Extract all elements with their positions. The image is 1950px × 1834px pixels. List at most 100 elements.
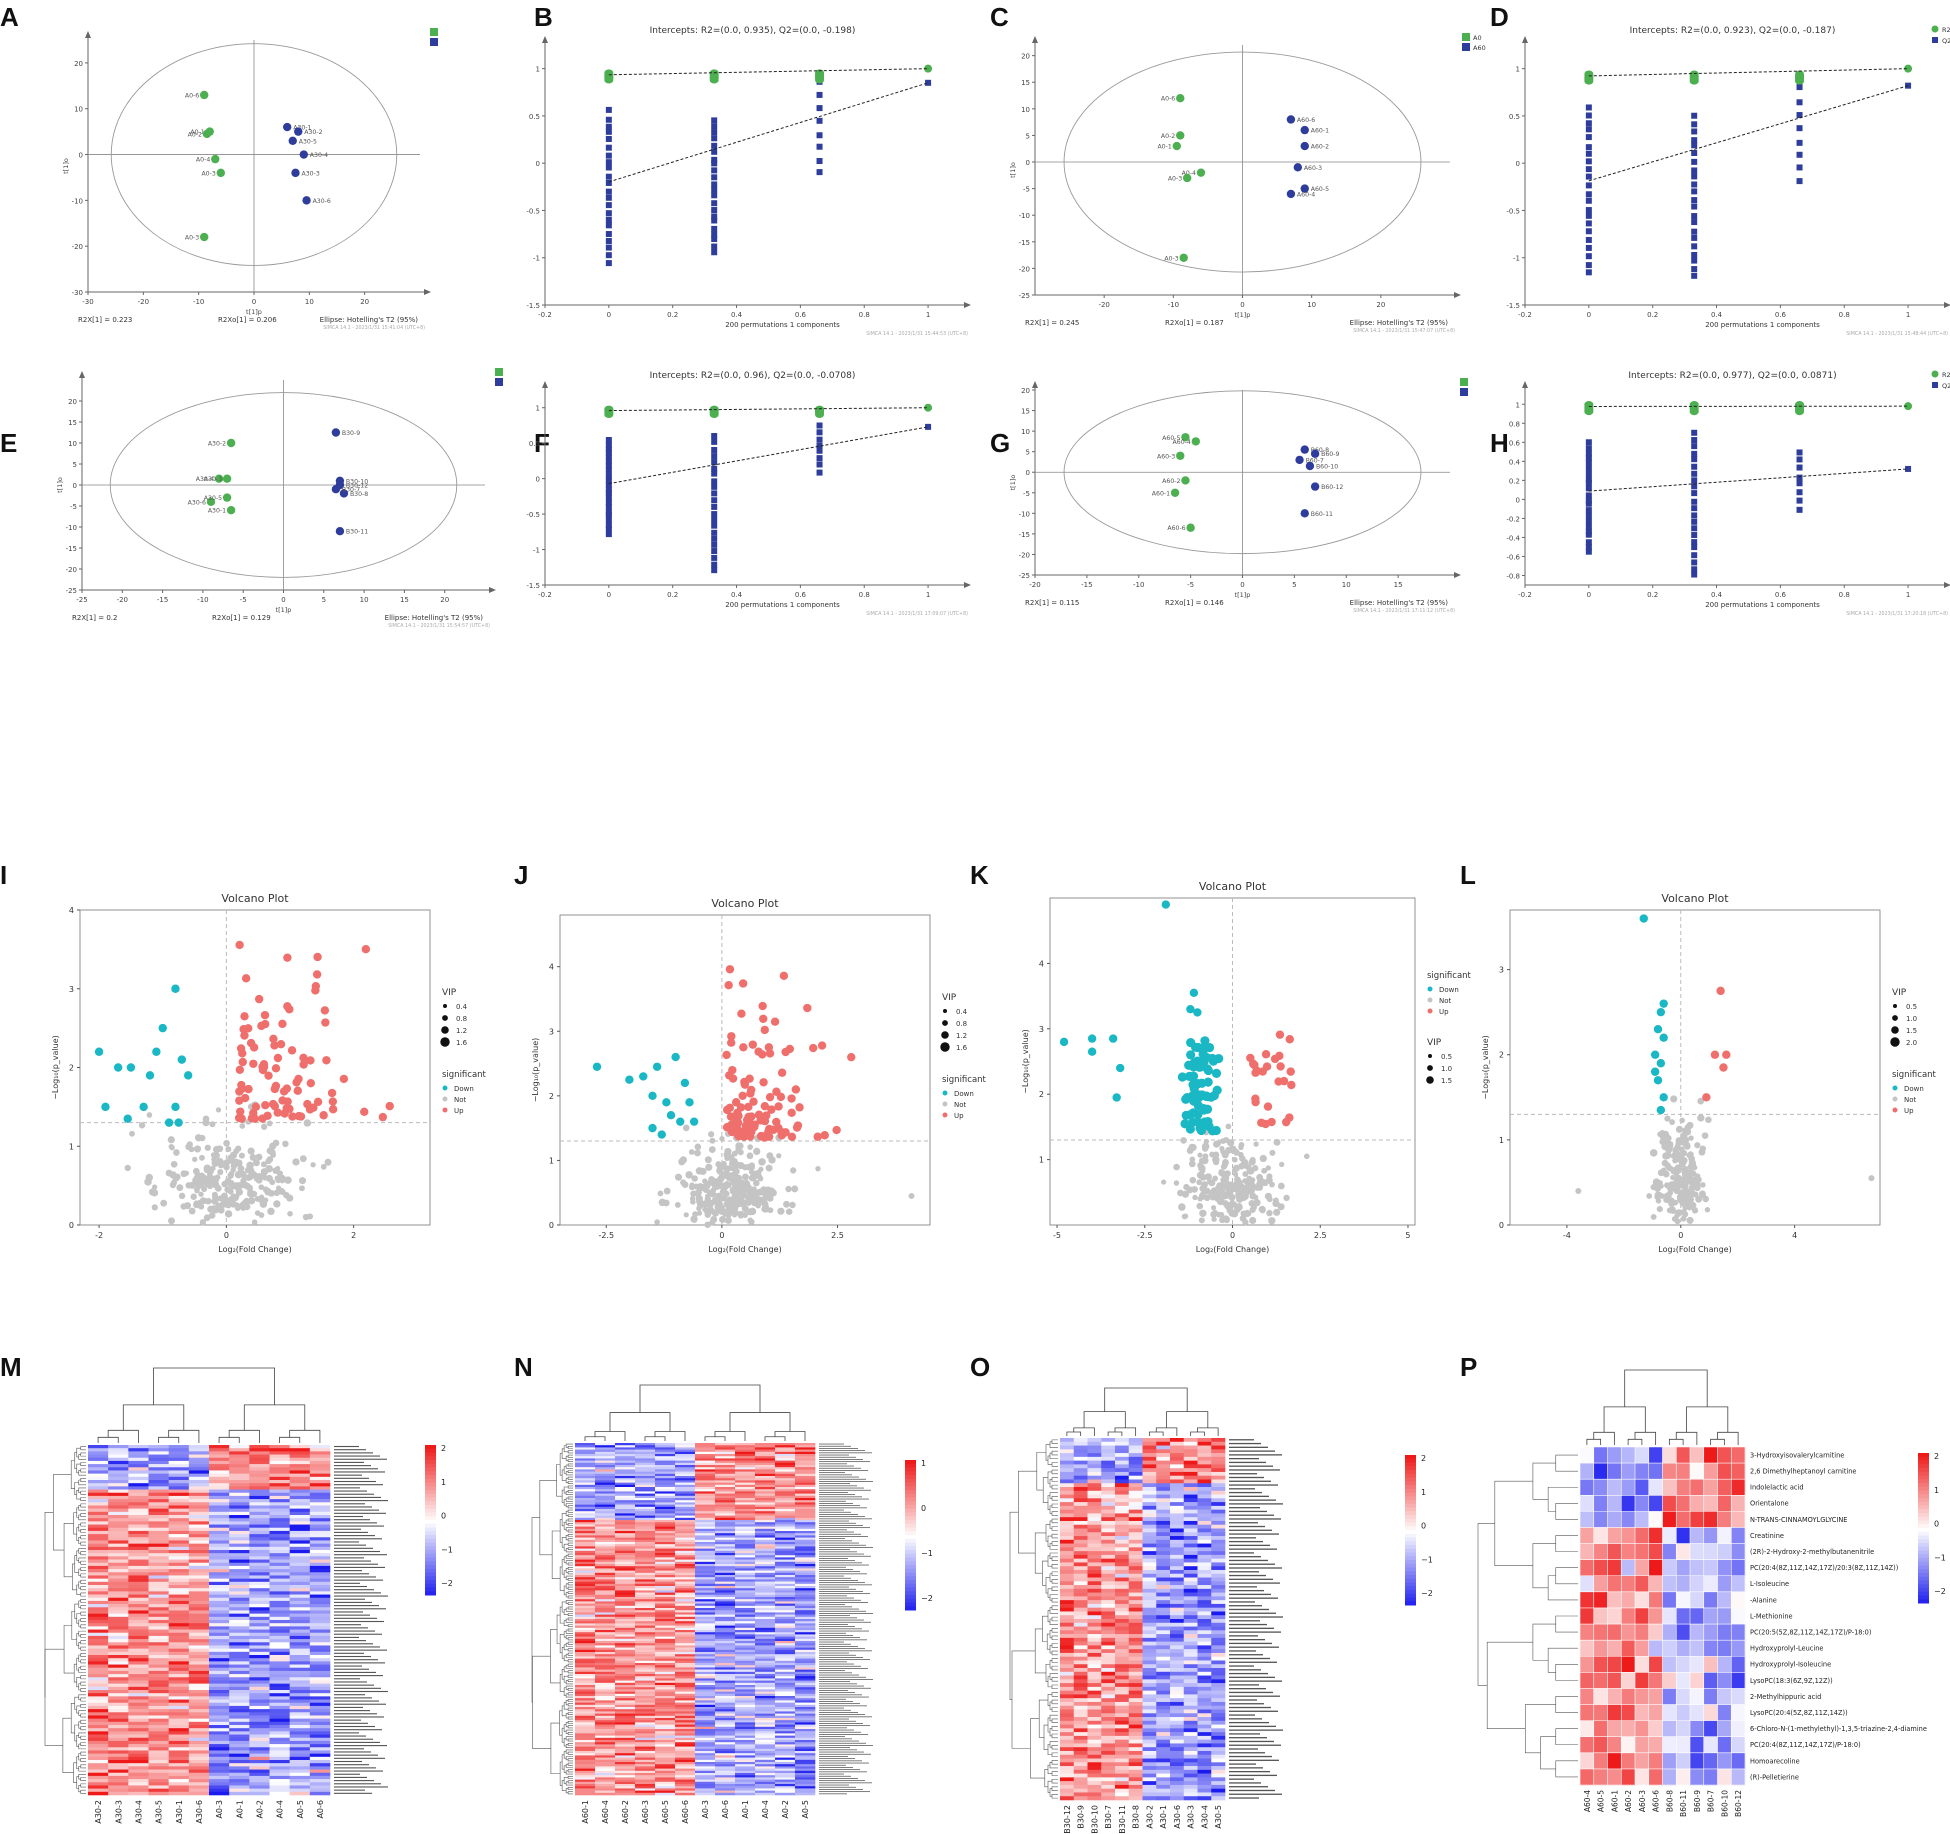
heatmap-cell xyxy=(595,1513,616,1516)
q2-permutation-point xyxy=(711,156,718,163)
q2-permutation-point xyxy=(711,160,718,167)
not-significant-point xyxy=(751,1188,759,1196)
heatmap-cell xyxy=(168,1632,190,1637)
not-significant-point xyxy=(716,1168,723,1175)
heatmap-cell xyxy=(595,1632,616,1635)
panel-letter-b: B xyxy=(534,2,553,32)
not-significant-point xyxy=(695,1194,703,1203)
heatmap-cell xyxy=(229,1610,250,1614)
heatmap-cell xyxy=(168,1734,190,1739)
not-significant-point xyxy=(1181,1190,1190,1198)
heatmap-cell xyxy=(88,1585,109,1589)
heatmap-cell xyxy=(655,1557,676,1560)
heatmap-cell xyxy=(635,1546,656,1549)
x-tick-label: 15 xyxy=(400,596,409,604)
q2-permutation-point xyxy=(816,91,823,98)
q2-permutation-point xyxy=(1691,463,1698,470)
heatmap-cell xyxy=(229,1642,250,1646)
heatmap-cell xyxy=(128,1502,149,1506)
q2-permutation-point xyxy=(1691,203,1698,210)
heatmap-cell xyxy=(595,1526,616,1530)
heatmap-cell xyxy=(108,1642,129,1646)
x-tick-label: 0.8 xyxy=(1839,591,1850,599)
heatmap-cell xyxy=(635,1647,656,1651)
not-significant-point xyxy=(1181,1213,1188,1220)
not-significant-point xyxy=(1303,1153,1310,1160)
q2-permutation-point xyxy=(711,483,718,490)
not-significant-point xyxy=(702,1178,708,1184)
heatmap-cell xyxy=(229,1696,250,1700)
not-significant-point xyxy=(738,1213,744,1219)
heatmap-cell xyxy=(209,1543,230,1548)
heatmap-cell xyxy=(615,1462,636,1466)
heatmap-cell xyxy=(695,1588,716,1591)
not-significant-point xyxy=(682,1124,690,1132)
up-regulated-point xyxy=(749,1097,758,1106)
heatmap-cell xyxy=(575,1605,596,1609)
heatmap-cell xyxy=(269,1782,290,1786)
y-axis-arrow xyxy=(85,31,91,38)
heatmap-cell xyxy=(188,1464,210,1468)
q2-permutation-point xyxy=(605,509,612,516)
heatmap-cell xyxy=(88,1502,109,1506)
legend-swatch-green xyxy=(1462,33,1470,41)
heatmap-cell xyxy=(128,1693,149,1697)
heatmap-cell xyxy=(249,1495,270,1500)
y-axis-label: −Log₁₀(p_value) xyxy=(1481,1035,1490,1100)
heatmap-cell xyxy=(795,1553,816,1556)
heatmap-cell xyxy=(269,1600,290,1605)
heatmap-cell xyxy=(88,1454,109,1459)
heatmap-cell xyxy=(795,1645,816,1648)
q2-permutation-point xyxy=(1585,523,1592,530)
heatmap-cell xyxy=(148,1480,169,1484)
heatmap-cell xyxy=(128,1569,149,1573)
y-tick-label: 1 xyxy=(69,1142,74,1151)
heatmap-cell xyxy=(755,1570,776,1574)
heatmap-cell xyxy=(655,1504,676,1508)
heatmap-cell xyxy=(795,1614,816,1618)
heatmap-cell xyxy=(269,1693,290,1697)
heatmap-cell xyxy=(188,1779,210,1783)
heatmap-cell xyxy=(249,1505,270,1509)
q2-permutation-point xyxy=(605,106,612,113)
heatmap-cell xyxy=(148,1715,169,1719)
heatmap-cell xyxy=(108,1782,129,1786)
not-significant-point xyxy=(238,1152,245,1159)
y-axis-arrow xyxy=(1522,381,1528,388)
q2-permutation-point xyxy=(711,225,718,232)
vip-legend-dot xyxy=(943,1009,947,1013)
down-regulated-point xyxy=(94,1047,104,1056)
sig-legend-label: Down xyxy=(454,1085,474,1093)
heatmap-cell xyxy=(309,1518,331,1522)
column-dendrogram-branch xyxy=(168,1429,200,1443)
down-regulated-point xyxy=(1193,1117,1203,1127)
heatmap-cell xyxy=(755,1577,776,1580)
heatmap-cell xyxy=(575,1619,596,1622)
heatmap-cell xyxy=(655,1535,676,1538)
heatmap-cell xyxy=(108,1537,129,1541)
row-dendrogram-branch xyxy=(78,1766,86,1772)
down-regulated-point xyxy=(1087,1047,1097,1056)
heatmap-cell xyxy=(128,1543,149,1548)
heatmap-cell xyxy=(795,1579,816,1582)
q2-permutation-point xyxy=(605,222,612,229)
heatmap-cell xyxy=(128,1775,149,1780)
heatmap-cell xyxy=(695,1630,716,1633)
panel-letter-m: M xyxy=(0,1352,22,1382)
up-regulated-point xyxy=(261,1101,270,1110)
heatmap-cell xyxy=(229,1670,250,1675)
q2-permutation-point xyxy=(605,188,612,195)
heatmap-cell xyxy=(615,1445,636,1448)
heatmap-cell xyxy=(309,1454,331,1459)
heatmap-cell xyxy=(615,1513,636,1516)
row-dendrogram-branch xyxy=(80,1592,86,1597)
heatmap-cell xyxy=(795,1537,816,1541)
heatmap-cell xyxy=(635,1509,656,1512)
not-significant-point xyxy=(1225,1123,1232,1130)
heatmap-cell xyxy=(735,1605,756,1609)
heatmap-cell xyxy=(695,1542,716,1545)
q2-permutation-point xyxy=(1585,236,1592,243)
y-tick-label: 0 xyxy=(1026,159,1030,167)
not-significant-point xyxy=(185,1143,192,1151)
heatmap-cell xyxy=(309,1553,331,1557)
